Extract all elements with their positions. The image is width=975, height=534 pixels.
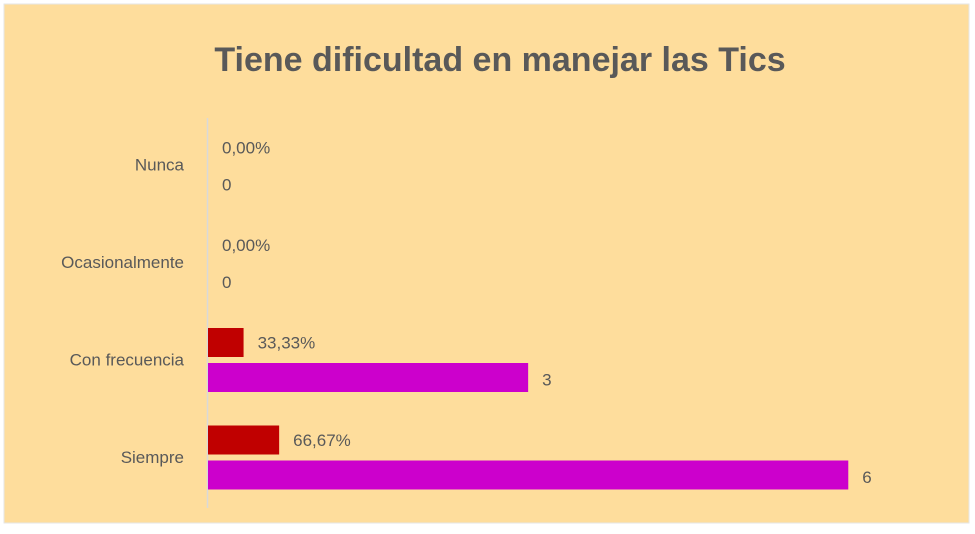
data-label: 0 [222, 273, 231, 292]
bar [208, 425, 280, 455]
chart-background [3, 3, 970, 524]
y-tick-label: Siempre [121, 448, 184, 467]
data-label: 33,33% [258, 333, 316, 352]
bar [208, 460, 849, 490]
data-label: 6 [862, 468, 871, 487]
bar [208, 363, 529, 392]
y-tick-label: Ocasionalmente [61, 253, 184, 272]
y-tick-label: Nunca [135, 155, 185, 174]
data-label: 66,67% [293, 431, 351, 450]
data-label: 3 [542, 370, 551, 389]
y-tick-label: Con frecuencia [70, 350, 185, 369]
data-label: 0,00% [222, 138, 270, 157]
data-label: 0,00% [222, 236, 270, 255]
data-label: 0 [222, 175, 231, 194]
chart-title: Tiene dificultad en manejar las Tics [214, 41, 785, 79]
bar [208, 328, 244, 357]
